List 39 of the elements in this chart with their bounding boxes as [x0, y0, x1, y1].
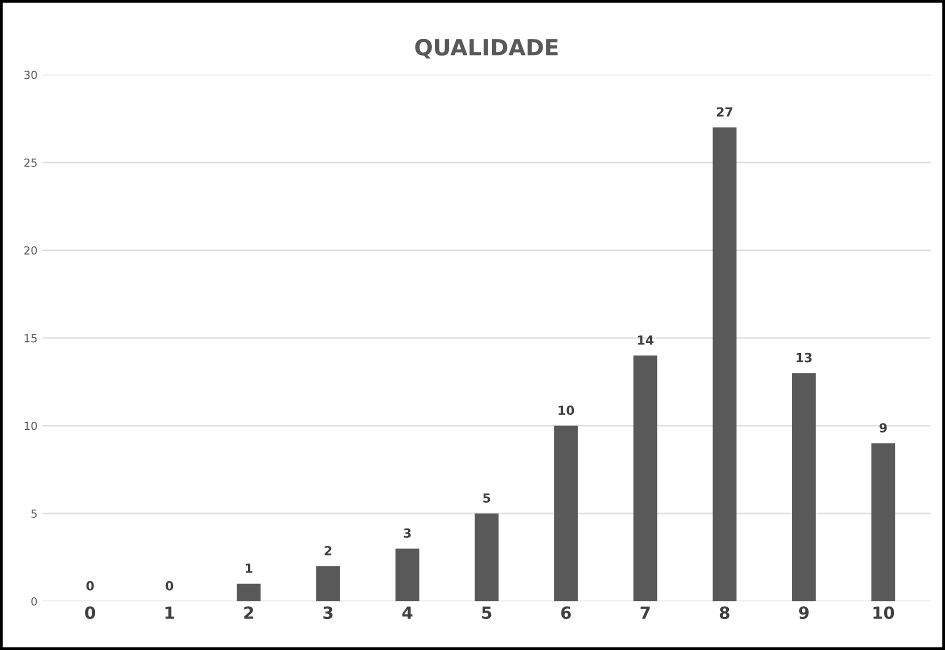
- x-tick-label: 5: [482, 606, 492, 620]
- y-tick-label: 20: [24, 246, 37, 255]
- bar: [792, 373, 816, 602]
- bar: [474, 514, 499, 602]
- bar: [871, 443, 896, 602]
- bar: [712, 127, 737, 602]
- x-tick-label: 4: [402, 606, 412, 619]
- x-tick-label: 9: [798, 606, 809, 620]
- data-label: 13: [796, 352, 812, 362]
- y-tick-label: 15: [24, 334, 37, 342]
- data-label: 1: [246, 564, 252, 573]
- x-tick-label: 10: [874, 606, 894, 620]
- bar: [316, 566, 340, 602]
- x-tick-label: 0: [85, 606, 96, 620]
- data-label: 27: [716, 107, 732, 116]
- y-tick-label: 10: [24, 422, 37, 430]
- data-label: 10: [558, 406, 574, 415]
- x-tick-label: 3: [323, 606, 333, 620]
- y-tick-label: 5: [31, 510, 37, 518]
- bar: [554, 426, 578, 602]
- data-label: 2: [324, 546, 332, 556]
- data-label: 5: [483, 493, 490, 503]
- data-label: 0: [86, 581, 94, 590]
- data-label: 14: [638, 336, 654, 345]
- y-tick-label: 25: [24, 158, 37, 167]
- bar: [633, 356, 658, 602]
- y-tick-label: 30: [24, 70, 37, 80]
- data-label: 0: [166, 581, 174, 590]
- bar: [236, 584, 261, 602]
- x-tick-label: 6: [561, 606, 571, 620]
- x-tick-label: 8: [720, 606, 730, 620]
- bar: [395, 548, 420, 602]
- data-label: 3: [404, 528, 411, 538]
- x-tick-label: 7: [640, 606, 650, 619]
- x-tick-label: 2: [244, 606, 254, 619]
- x-tick-label: 1: [166, 606, 174, 619]
- y-tick-label: 0: [31, 597, 37, 606]
- data-label: 9: [880, 423, 887, 433]
- chart-title: QUALIDADE: [415, 38, 558, 59]
